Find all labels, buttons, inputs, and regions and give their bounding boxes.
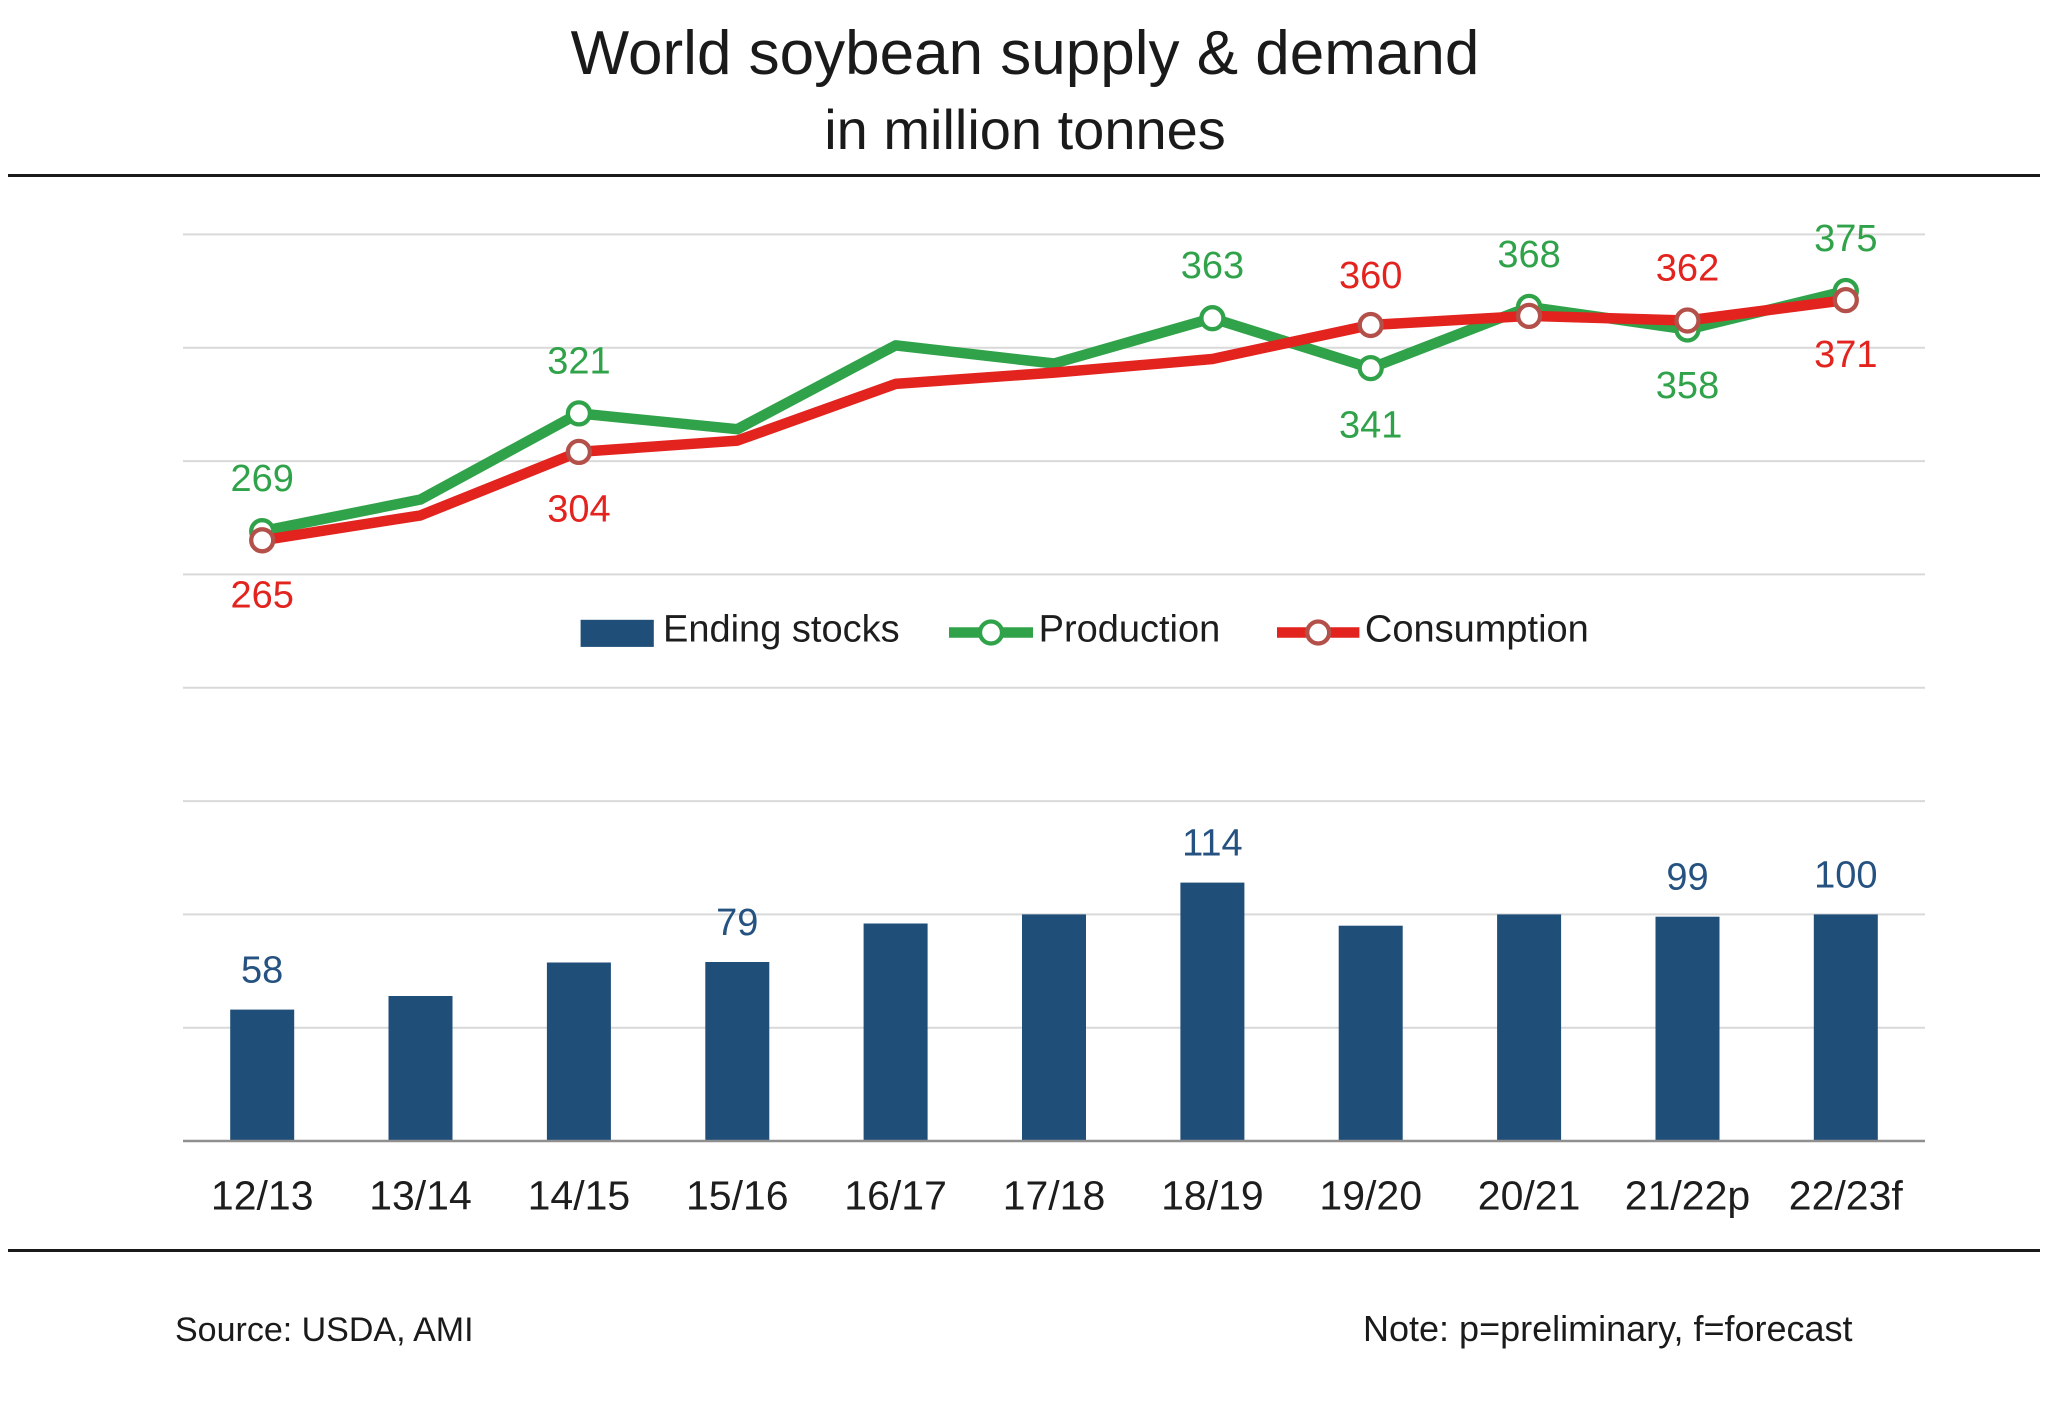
svg-text:21/22p: 21/22p: [1625, 1173, 1750, 1219]
svg-text:19/20: 19/20: [1319, 1173, 1422, 1219]
svg-text:World soybean supply & demand: World soybean supply & demand: [571, 19, 1480, 88]
svg-text:Consumption: Consumption: [1365, 609, 1589, 651]
svg-text:Ending stocks: Ending stocks: [663, 609, 900, 651]
svg-text:Source: USDA, AMI: Source: USDA, AMI: [175, 1311, 474, 1349]
svg-text:114: 114: [1182, 823, 1243, 865]
svg-text:375: 375: [1814, 218, 1877, 260]
svg-text:360: 360: [1339, 255, 1402, 297]
svg-text:79: 79: [716, 902, 758, 944]
svg-text:13/14: 13/14: [369, 1173, 472, 1219]
svg-text:362: 362: [1656, 248, 1719, 290]
svg-text:18/19: 18/19: [1161, 1173, 1264, 1219]
svg-text:99: 99: [1666, 857, 1708, 899]
svg-text:Note: p=preliminary, f=forecas: Note: p=preliminary, f=forecast: [1363, 1308, 1853, 1349]
svg-text:20/21: 20/21: [1478, 1173, 1581, 1219]
svg-text:304: 304: [547, 489, 610, 531]
svg-text:in million tonnes: in million tonnes: [824, 98, 1226, 161]
svg-text:265: 265: [230, 574, 293, 616]
svg-text:358: 358: [1656, 365, 1719, 407]
svg-text:17/18: 17/18: [1003, 1173, 1106, 1219]
svg-text:341: 341: [1339, 405, 1402, 447]
svg-text:14/15: 14/15: [528, 1173, 631, 1219]
svg-text:321: 321: [547, 340, 610, 382]
svg-text:58: 58: [241, 950, 283, 992]
svg-text:16/17: 16/17: [844, 1173, 947, 1219]
svg-text:15/16: 15/16: [686, 1173, 789, 1219]
svg-text:371: 371: [1814, 334, 1877, 376]
svg-text:368: 368: [1497, 234, 1560, 276]
svg-text:12/13: 12/13: [211, 1173, 314, 1219]
svg-text:100: 100: [1814, 854, 1877, 896]
svg-text:Production: Production: [1039, 609, 1221, 651]
svg-text:269: 269: [230, 458, 293, 500]
svg-text:22/23f: 22/23f: [1789, 1173, 1904, 1219]
svg-text:363: 363: [1181, 245, 1244, 287]
